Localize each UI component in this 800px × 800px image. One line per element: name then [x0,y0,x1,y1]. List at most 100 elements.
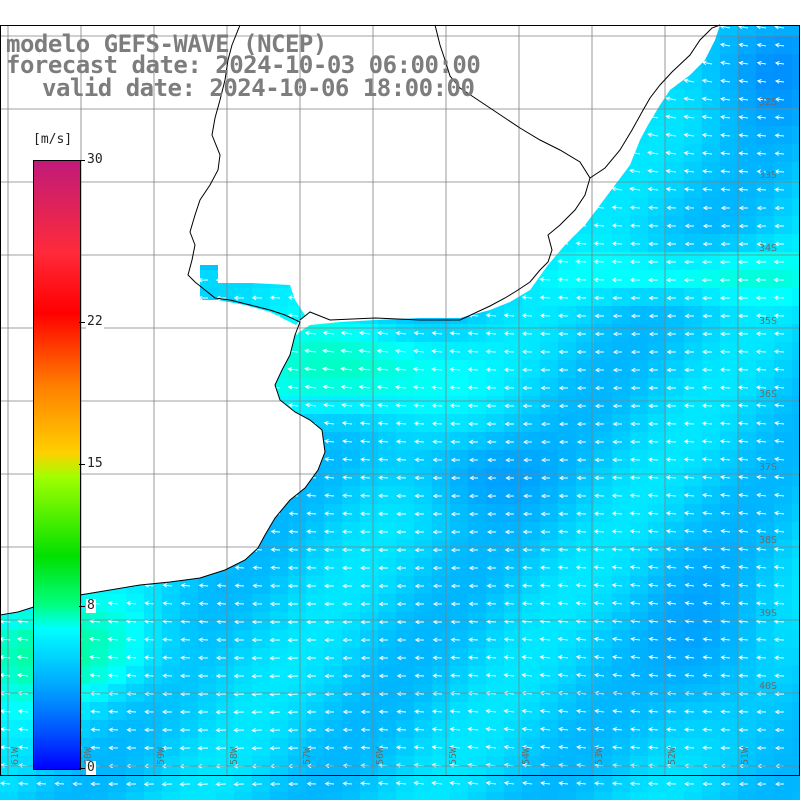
wind-arrow [539,331,551,337]
wind-arrow [198,655,209,661]
wind-speed-cell [216,774,234,792]
wind-speed-cell [630,486,648,504]
wind-speed-cell [666,198,684,216]
wind-speed-cell [504,378,522,396]
wind-arrow [737,439,749,444]
wind-speed-cell [666,792,684,800]
wind-arrow [630,313,640,319]
wind-arrow [594,493,605,499]
wind-speed-cell [540,306,558,324]
wind-arrow [683,168,695,174]
wind-arrow [720,546,731,552]
wind-arrow [432,493,442,499]
wind-arrow [774,79,785,84]
wind-speed-cell [432,666,450,684]
wind-speed-cell [612,540,630,558]
wind-arrow [449,726,461,732]
wind-speed-cell [558,288,576,306]
wind-speed-cell [684,666,702,684]
wind-speed-cell [630,738,648,756]
wind-speed-cell [306,792,324,800]
wind-speed-cell [108,630,126,648]
wind-speed-cell [720,36,738,54]
wind-arrow [738,781,749,787]
wind-arrow [756,97,767,102]
wind-speed-cell [126,666,144,684]
wind-speed-cell [702,756,720,774]
wind-arrow [558,349,569,355]
wind-speed-cell [144,792,162,800]
wind-speed-cell [162,612,180,630]
wind-arrow [503,744,515,750]
wind-speed-cell [180,648,198,666]
wind-speed-cell [522,720,540,738]
wind-speed-cell [756,738,774,756]
wind-arrow [575,277,587,282]
wind-speed-cell [234,720,252,738]
wind-arrow [774,187,785,192]
wind-arrow [233,295,245,301]
wind-speed-cell [666,270,684,288]
wind-speed-cell [792,378,800,396]
wind-arrow [521,331,533,336]
wind-arrow [215,673,226,679]
wind-speed-cell [252,666,270,684]
wind-speed-cell [702,558,720,576]
wind-arrow [666,313,677,319]
wind-arrow [143,637,155,642]
wind-speed-cell [306,486,324,504]
wind-arrow [144,745,154,751]
wind-arrow [505,457,515,463]
wind-arrow [360,547,371,553]
wind-arrow [648,385,658,391]
wind-speed-cell [648,342,666,360]
wind-speed-cell [720,252,738,270]
wind-speed-cell [594,630,612,648]
wind-arrow [449,331,461,336]
wind-speed-cell [648,378,666,396]
wind-arrow [774,60,785,66]
wind-speed-cell [666,648,684,666]
wind-arrow [394,384,407,390]
wind-speed-cell [702,342,720,360]
wind-speed-cell [450,378,468,396]
wind-arrow [16,654,29,660]
wind-speed-cell [648,558,666,576]
wind-speed-cell [612,468,630,486]
wind-speed-cell [126,630,144,648]
wind-arrow [395,439,407,444]
wind-speed-cell [756,756,774,774]
wind-arrow [612,349,623,355]
wind-speed-cell [432,378,450,396]
wind-arrow [469,511,479,517]
wind-speed-cell [612,198,630,216]
wind-arrow [323,420,335,426]
wind-speed-cell [414,648,432,666]
wind-speed-cell [792,756,800,774]
wind-speed-cell [540,540,558,558]
wind-arrow [324,655,335,661]
wind-arrow [360,439,371,444]
wind-speed-cell [684,774,702,792]
wind-arrow [755,259,766,265]
wind-speed-cell [738,612,756,630]
wind-speed-cell [540,324,558,342]
wind-speed-cell [540,576,558,594]
wind-arrow [359,421,371,426]
wind-speed-cell [504,576,522,594]
wind-arrow [287,601,298,607]
wind-arrow [684,205,695,211]
wind-arrow [701,259,713,265]
wind-arrow [378,565,388,571]
wind-speed-cell [396,702,414,720]
wind-arrow [376,348,389,354]
wind-speed-cell [270,702,288,720]
wind-speed-cell [756,108,774,126]
wind-arrow [126,727,137,733]
wind-speed-cell [720,162,738,180]
wind-speed-cell [324,630,342,648]
wind-speed-cell [684,126,702,144]
wind-arrow [340,330,353,336]
wind-speed-cell [684,216,702,234]
wind-speed-cell [396,396,414,414]
